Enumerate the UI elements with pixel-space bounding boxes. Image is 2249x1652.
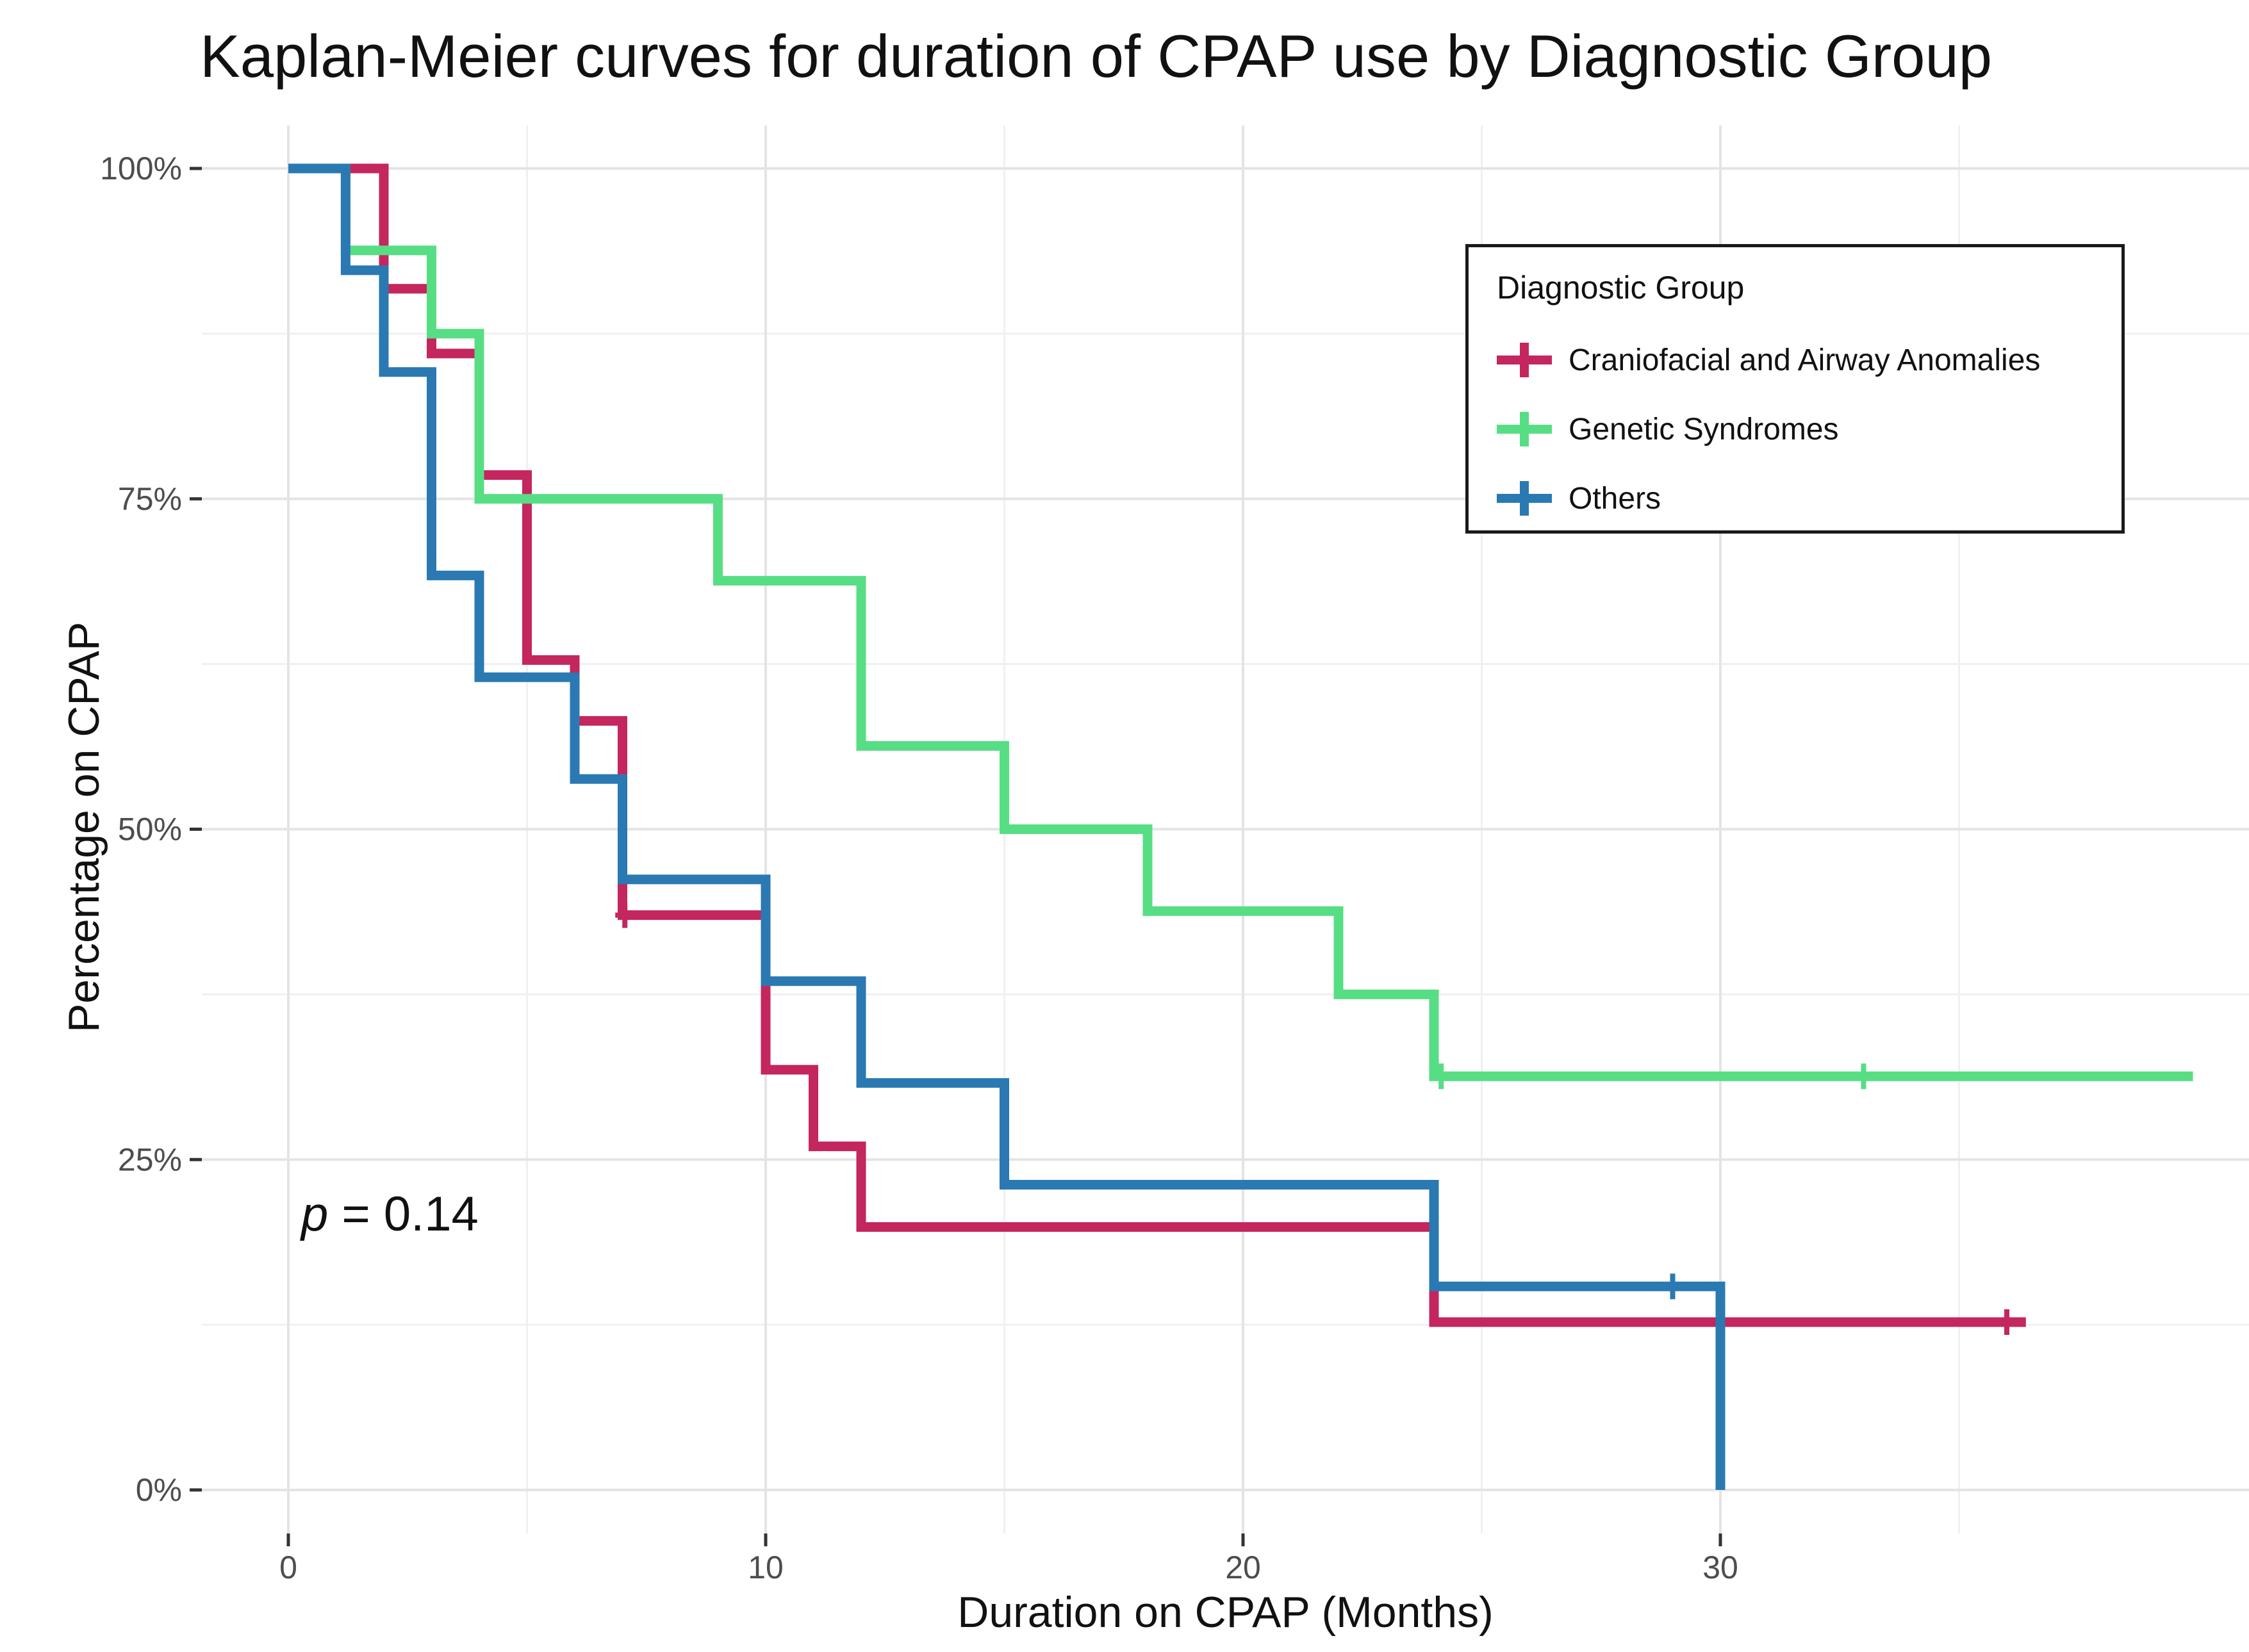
genetic-key-icon xyxy=(1497,412,1552,446)
y-tick-label: 25% xyxy=(118,1141,182,1177)
legend-item-craniofacial: Craniofacial and Airway Anomalies xyxy=(1497,341,2121,379)
legend-item-genetic: Genetic Syndromes xyxy=(1497,410,2121,448)
x-tick-label: 20 xyxy=(1225,1550,1261,1585)
p-value-text: = 0.14 xyxy=(328,1187,479,1241)
legend-item-others: Others xyxy=(1497,479,2121,518)
series-line-2 xyxy=(288,163,1726,1490)
legend-label: Craniofacial and Airway Anomalies xyxy=(1569,343,2041,377)
x-axis-title: Duration on CPAP (Months) xyxy=(957,1588,1494,1637)
craniofacial-key-icon xyxy=(1497,343,1552,377)
legend-title: Diagnostic Group xyxy=(1497,270,1745,306)
legend-label: Others xyxy=(1569,481,1661,516)
y-tick-label: 0% xyxy=(136,1472,182,1508)
p-value-annotation: p = 0.14 xyxy=(301,1186,479,1242)
x-tick-label: 30 xyxy=(1702,1550,1738,1585)
y-tick-label: 100% xyxy=(100,151,182,186)
x-tick-label: 0 xyxy=(279,1550,297,1585)
chart-title: Kaplan-Meier curves for duration of CPAP… xyxy=(200,22,1993,90)
y-tick-label: 50% xyxy=(118,812,182,847)
others-key-icon xyxy=(1497,481,1552,516)
x-tick-label: 10 xyxy=(748,1550,784,1585)
legend-box: Diagnostic Group Craniofacial and Airway… xyxy=(1465,244,2125,534)
p-symbol: p xyxy=(301,1187,329,1241)
legend-label: Genetic Syndromes xyxy=(1569,412,1839,446)
series-line-1 xyxy=(288,163,2193,1081)
y-tick-label: 75% xyxy=(118,481,182,517)
